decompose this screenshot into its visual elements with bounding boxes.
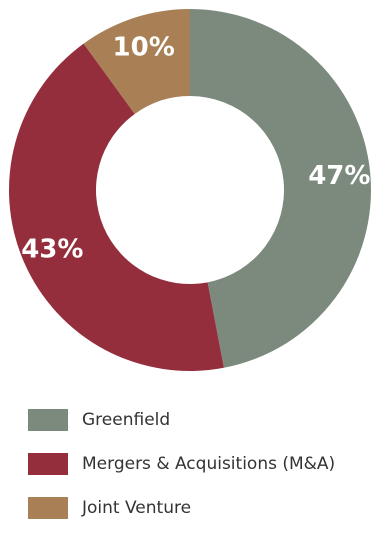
legend-item-mergers-acquisitions: Mergers & Acquisitions (M&A) xyxy=(28,450,380,478)
legend-swatch-joint-venture xyxy=(28,497,68,519)
slice-label-greenfield: 47% xyxy=(308,161,370,191)
slice-joint-venture xyxy=(83,9,190,114)
slice-label-joint-venture: 10% xyxy=(113,32,175,62)
donut-chart: 47% 43% 10% xyxy=(8,9,372,372)
legend-item-joint-venture: Joint Venture xyxy=(28,494,380,522)
slice-label-mergers-acquisitions: 43% xyxy=(21,235,83,265)
legend-swatch-mergers-acquisitions xyxy=(28,453,68,475)
slice-mergers-acquisitions xyxy=(8,43,224,372)
legend-label-joint-venture: Joint Venture xyxy=(82,498,192,518)
legend-item-greenfield: Greenfield xyxy=(28,406,380,434)
legend-label-mergers-acquisitions: Mergers & Acquisitions (M&A) xyxy=(82,454,336,474)
legend-swatch-greenfield xyxy=(28,409,68,431)
legend: Greenfield Mergers & Acquisitions (M&A) … xyxy=(28,406,380,538)
slice-greenfield xyxy=(190,9,372,368)
legend-label-greenfield: Greenfield xyxy=(82,410,171,430)
